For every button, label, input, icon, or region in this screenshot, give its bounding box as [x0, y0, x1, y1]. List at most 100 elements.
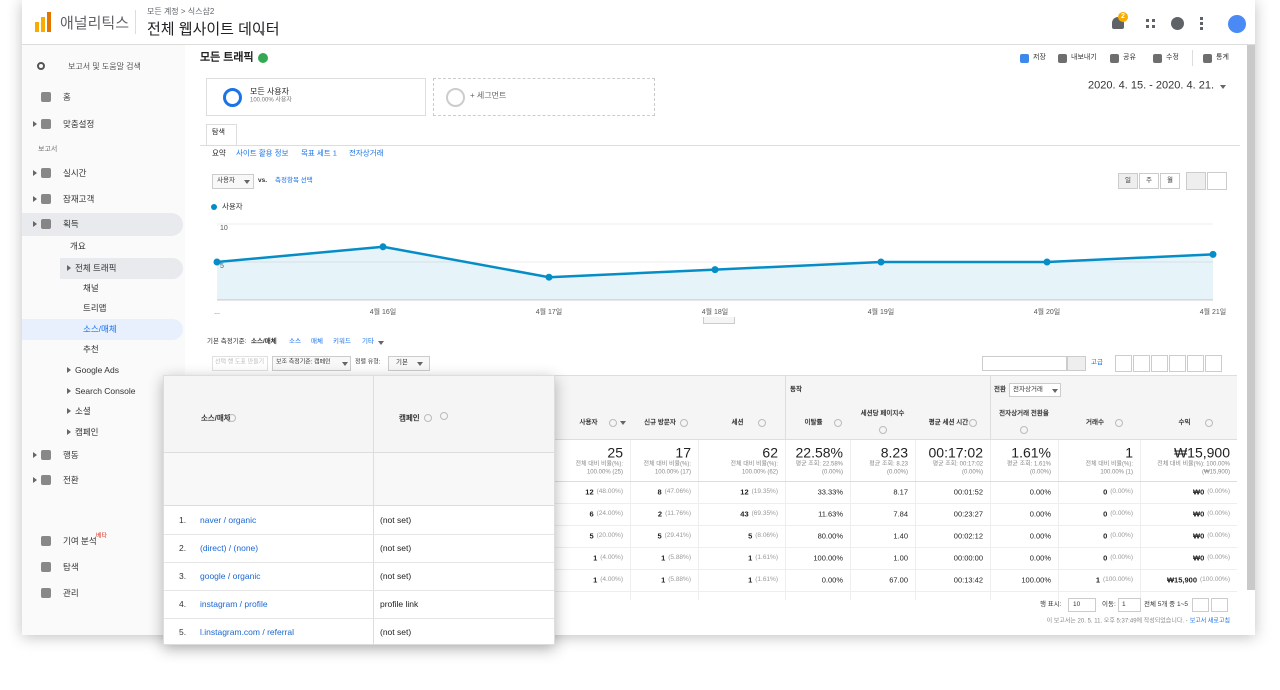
action-button[interactable]: 통계 — [1216, 53, 1229, 61]
help-icon[interactable] — [440, 412, 448, 420]
column-header[interactable]: 전자상거래 전환율 — [999, 410, 1049, 418]
nav-item[interactable]: 전체 트래픽 — [75, 262, 117, 273]
nav-item[interactable]: 획득 — [63, 218, 79, 229]
source-link[interactable]: instagram / profile — [200, 598, 268, 609]
nav-item[interactable]: 소셜 — [75, 405, 91, 416]
tab[interactable] — [206, 124, 237, 145]
nav-item[interactable]: 소스/매체 — [83, 323, 117, 334]
next-button[interactable] — [1211, 598, 1228, 612]
property-name[interactable]: 전체 웹사이트 데이터 — [147, 21, 280, 38]
column-header[interactable]: 이탈률 — [804, 419, 823, 427]
action-button[interactable]: 저장 — [1033, 53, 1046, 61]
nav-item[interactable]: 기여 분석 — [63, 535, 97, 546]
column-header[interactable]: 사용자 — [579, 419, 598, 427]
period-button[interactable] — [1139, 173, 1159, 189]
column-header[interactable]: 평균 세션 시간 — [928, 419, 969, 427]
nav-item[interactable]: 맞춤설정 — [63, 118, 95, 129]
column-header[interactable]: 캠페인 — [399, 413, 420, 423]
nav-item[interactable]: 행동 — [63, 449, 79, 460]
action-icon[interactable] — [1020, 54, 1029, 63]
nav-item[interactable]: 관리 — [63, 587, 79, 598]
nav-item[interactable]: 잠재고객 — [63, 193, 95, 204]
metric-select-link[interactable]: 측정항목 선택 — [275, 177, 313, 185]
chart-type-button[interactable] — [1186, 172, 1206, 190]
apps-icon[interactable] — [1146, 19, 1155, 28]
help-icon[interactable] — [608, 419, 617, 427]
action-icon[interactable] — [1153, 54, 1162, 63]
subtab[interactable]: 목표 세트 1 — [301, 148, 337, 158]
breadcrumb[interactable]: 모든 계정 > 식스샵2 — [147, 7, 215, 17]
nav-item[interactable]: 캠페인 — [75, 426, 99, 437]
dimension-option[interactable]: 매체 — [311, 338, 323, 346]
rows-select[interactable] — [1068, 598, 1096, 612]
metric-select[interactable] — [212, 174, 254, 189]
nav-item[interactable]: 트리맵 — [83, 302, 107, 313]
nav-item[interactable]: Google Ads — [75, 364, 119, 375]
view-button[interactable] — [1169, 355, 1186, 372]
action-button[interactable]: 내보내기 — [1071, 53, 1097, 61]
nav-item[interactable]: 채널 — [83, 282, 99, 293]
goto-input[interactable] — [1118, 598, 1141, 612]
help-icon[interactable] — [833, 419, 842, 427]
help-icon[interactable] — [424, 414, 432, 422]
menu-icon[interactable] — [1200, 17, 1203, 30]
prev-button[interactable] — [1192, 598, 1209, 612]
help-icon[interactable] — [968, 419, 977, 427]
column-header[interactable]: 소스/매체 — [201, 413, 231, 423]
nav-item[interactable]: 개요 — [70, 240, 86, 251]
view-button[interactable] — [1133, 355, 1150, 372]
search-input[interactable]: 보고서 및 도움말 검색 — [68, 62, 141, 72]
action-icon[interactable] — [1058, 54, 1067, 63]
chart-type-button[interactable] — [1207, 172, 1227, 190]
source-link[interactable]: naver / organic — [200, 514, 257, 525]
refresh-link[interactable]: 보고서 새로고침 — [1189, 618, 1230, 625]
table-search[interactable] — [982, 356, 1067, 371]
help-icon[interactable] — [1171, 17, 1184, 30]
help-icon[interactable] — [228, 414, 236, 422]
nav-item[interactable]: Search Console — [75, 385, 136, 396]
help-icon[interactable] — [757, 419, 766, 427]
dimension-option[interactable]: 키워드 — [333, 338, 351, 346]
column-header[interactable]: 거래수 — [1086, 419, 1104, 427]
view-button[interactable] — [1115, 355, 1132, 372]
column-header[interactable]: 수익 — [1178, 419, 1191, 427]
help-icon[interactable] — [1115, 419, 1123, 427]
help-icon[interactable] — [878, 426, 887, 434]
nav-item[interactable]: 전환 — [63, 474, 79, 485]
column-header[interactable]: 세션당 페이지수 — [860, 410, 905, 418]
sort-select[interactable] — [388, 356, 430, 371]
nav-item[interactable]: 홈 — [63, 91, 71, 102]
action-icon[interactable] — [1203, 54, 1212, 63]
avatar[interactable] — [1228, 15, 1246, 33]
view-button[interactable] — [1205, 355, 1222, 372]
help-icon[interactable] — [1020, 426, 1028, 434]
source-link[interactable]: (direct) / (none) — [200, 542, 259, 553]
column-header[interactable]: 신규 방문자 — [644, 419, 676, 427]
conversion-select[interactable] — [1009, 383, 1061, 397]
column-header[interactable]: 세션 — [731, 419, 744, 427]
advanced-link[interactable]: 고급 — [1091, 359, 1103, 367]
dimension-option[interactable]: 기타 — [362, 338, 374, 346]
add-segment-card[interactable] — [433, 78, 655, 116]
dimension-option[interactable]: 소스 — [289, 338, 301, 346]
search-button[interactable] — [1067, 356, 1086, 371]
help-icon[interactable] — [680, 419, 688, 427]
help-icon[interactable] — [1204, 419, 1213, 427]
action-button[interactable]: 공유 — [1123, 53, 1136, 61]
nav-item[interactable]: 실시간 — [63, 167, 87, 178]
source-link[interactable]: l.instagram.com / referral — [200, 626, 294, 637]
secondary-dimension[interactable] — [272, 356, 351, 371]
view-button[interactable] — [1151, 355, 1168, 372]
collapse-handle[interactable] — [703, 317, 735, 324]
period-button[interactable] — [1118, 173, 1138, 189]
subtab[interactable]: 전자상거래 — [349, 148, 384, 158]
source-link[interactable]: google / organic — [200, 570, 261, 581]
nav-item[interactable]: 추천 — [83, 343, 99, 354]
plot-rows-button[interactable] — [212, 356, 268, 371]
action-icon[interactable] — [1110, 54, 1119, 63]
date-range[interactable]: 2020. 4. 15. - 2020. 4. 21. — [1088, 79, 1214, 92]
action-button[interactable]: 수정 — [1166, 53, 1179, 61]
segment-card[interactable] — [206, 78, 426, 116]
view-button[interactable] — [1187, 355, 1204, 372]
subtab[interactable]: 사이트 활용 정보 — [236, 148, 289, 158]
